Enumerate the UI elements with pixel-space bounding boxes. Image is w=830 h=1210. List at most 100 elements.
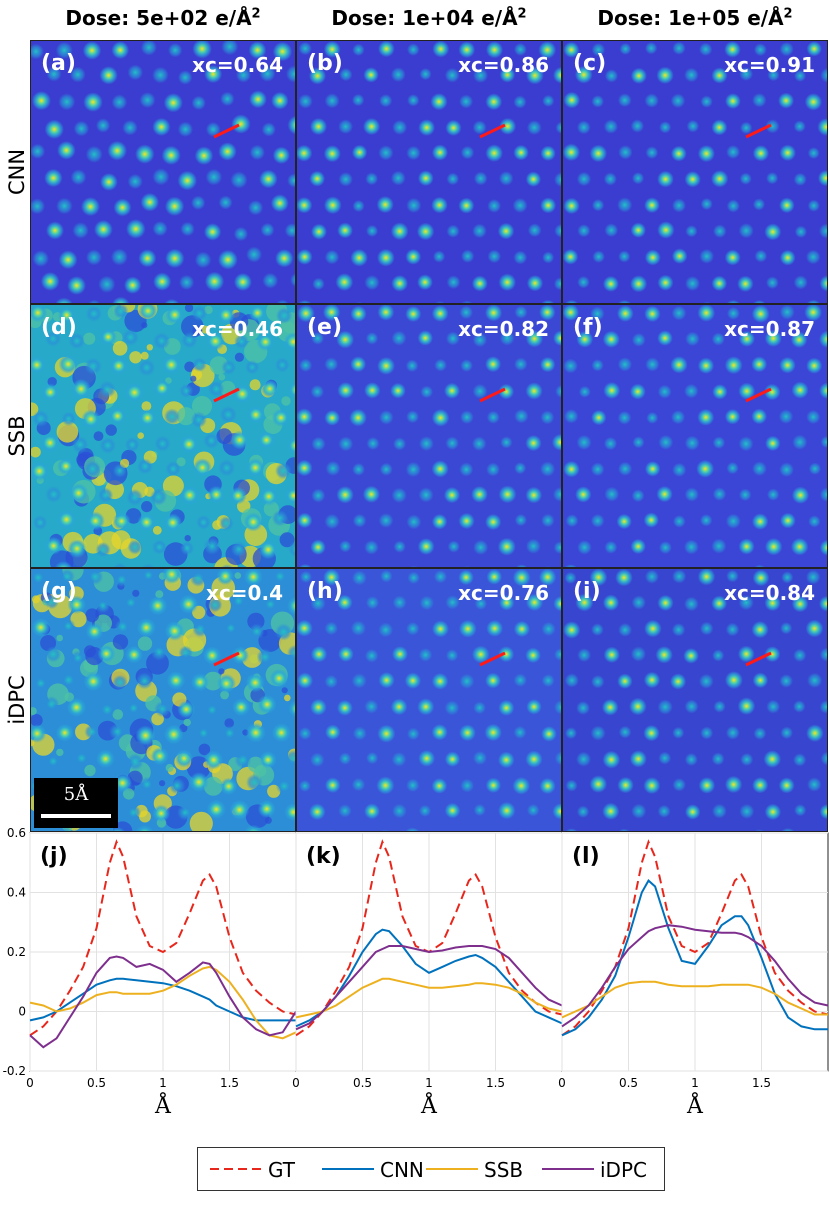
xc-score: xc=0.64 xyxy=(192,53,283,77)
atomic-map xyxy=(563,41,827,303)
xc-score: xc=0.82 xyxy=(458,317,549,341)
x-tick-label: 0.5 xyxy=(87,1076,106,1090)
dose-exponent: 2 xyxy=(783,6,793,22)
x-tick-label: 1.5 xyxy=(752,1076,771,1090)
x-tick-label: 0 xyxy=(26,1076,34,1090)
image-panel-a: (a) xc=0.64 xyxy=(30,40,296,304)
x-tick-label: 1.5 xyxy=(220,1076,239,1090)
atomic-map xyxy=(563,569,827,831)
column-title-2: Dose: 1e+04 e/Å2 xyxy=(296,6,562,30)
xc-score: xc=0.86 xyxy=(458,53,549,77)
x-tick-label: 0.5 xyxy=(619,1076,638,1090)
series-line-cnn xyxy=(29,977,296,1022)
series-line-cnn xyxy=(561,879,828,1037)
xc-score: xc=0.4 xyxy=(206,581,283,605)
image-panel-d: (d) xc=0.46 xyxy=(30,304,296,568)
image-panel-h: (h) xc=0.76 xyxy=(296,568,562,832)
panel-label: (a) xyxy=(41,51,76,76)
image-panel-c: (c) xc=0.91 xyxy=(562,40,828,304)
profile-line-marker xyxy=(213,651,240,667)
series-line-idpc xyxy=(295,945,563,1031)
profile-line-marker xyxy=(479,651,506,667)
series-line-gt xyxy=(29,839,297,1037)
panel-label: (k) xyxy=(306,844,341,869)
x-tick-label: 0 xyxy=(558,1076,566,1090)
y-tick-label: 0.4 xyxy=(7,886,26,900)
x-axis-label: Å xyxy=(420,1091,438,1119)
x-tick-label: 1 xyxy=(159,1076,167,1090)
y-tick-label: -0.2 xyxy=(3,1064,26,1078)
legend: GT CNN SSB iDPC xyxy=(197,1147,665,1191)
profile-line-marker xyxy=(213,387,240,403)
profile-line-marker xyxy=(745,651,772,667)
legend-label-ssb: SSB xyxy=(484,1158,524,1182)
panel-label: (g) xyxy=(41,579,77,604)
scale-bar-line xyxy=(41,814,111,818)
image-panel-i: (i) xc=0.84 xyxy=(562,568,828,832)
xc-score: xc=0.76 xyxy=(458,581,549,605)
xc-score: xc=0.91 xyxy=(724,53,815,77)
series-line-idpc xyxy=(29,955,297,1049)
legend-line-ssb xyxy=(426,1168,478,1170)
legend-label-cnn: CNN xyxy=(380,1158,424,1182)
dose-label: Dose: 5e+02 e/Å xyxy=(65,6,252,30)
profile-line-marker xyxy=(745,123,772,139)
legend-label-idpc: iDPC xyxy=(600,1158,647,1182)
image-panel-e: (e) xc=0.82 xyxy=(296,304,562,568)
xc-score: xc=0.46 xyxy=(192,317,283,341)
x-tick-label: 0.5 xyxy=(353,1076,372,1090)
panel-label: (e) xyxy=(307,315,343,340)
atomic-map xyxy=(297,569,561,831)
image-panel-b: (b) xc=0.86 xyxy=(296,40,562,304)
dose-exponent: 2 xyxy=(517,6,527,22)
column-title-1: Dose: 5e+02 e/Å2 xyxy=(30,6,296,30)
xc-score: xc=0.87 xyxy=(724,317,815,341)
profile-line-marker xyxy=(479,123,506,139)
panel-label: (f) xyxy=(573,315,603,340)
profile-line-marker xyxy=(479,387,506,403)
x-axis-label: Å xyxy=(686,1091,704,1119)
atomic-map xyxy=(31,41,295,303)
xc-score: xc=0.84 xyxy=(724,581,815,605)
scale-bar-label: 5Å xyxy=(63,784,89,805)
atomic-map xyxy=(563,305,827,567)
legend-label-gt: GT xyxy=(268,1158,296,1182)
line-profile-plots: 0 0.5 1 1.5-0.200.20.40.6Å(j)0 0.5 1 1.5Å(k)0 0… xyxy=(3,828,829,1119)
legend-line-gt xyxy=(210,1168,262,1170)
x-tick-label: 1 xyxy=(425,1076,433,1090)
series-line-cnn xyxy=(295,928,563,1028)
row-label-ssb: SSB xyxy=(5,415,29,457)
panel-label: (h) xyxy=(307,579,343,604)
panel-label: (i) xyxy=(573,579,601,604)
row-label-cnn: CNN xyxy=(5,148,29,196)
panel-label: (d) xyxy=(41,315,77,340)
x-tick-label: 0 xyxy=(292,1076,300,1090)
dose-label: Dose: 1e+04 e/Å xyxy=(331,6,518,30)
legend-line-cnn xyxy=(322,1168,374,1170)
series-line-ssb xyxy=(295,977,563,1019)
x-tick-label: 1 xyxy=(691,1076,699,1090)
scale-bar: 5Å xyxy=(34,778,118,828)
image-panel-g: (g) xc=0.4 5Å xyxy=(30,568,296,832)
profile-line-marker xyxy=(745,387,772,403)
panel-label: (j) xyxy=(40,844,68,869)
series-line-idpc xyxy=(561,924,829,1028)
y-tick-label: 0.6 xyxy=(7,828,26,840)
profile-line-marker xyxy=(213,123,240,139)
row-label-idpc: iDPC xyxy=(5,675,29,725)
atomic-map xyxy=(297,305,561,567)
y-tick-label: 0 xyxy=(18,1005,26,1019)
x-tick-label: 1.5 xyxy=(486,1076,505,1090)
panel-label: (c) xyxy=(573,51,607,76)
dose-exponent: 2 xyxy=(251,6,261,22)
image-panel-f: (f) xc=0.87 xyxy=(562,304,828,568)
series-line-ssb xyxy=(561,980,828,1019)
dose-label: Dose: 1e+05 e/Å xyxy=(597,6,784,30)
atomic-map xyxy=(31,305,295,567)
legend-line-idpc xyxy=(542,1168,594,1170)
y-tick-label: 0.2 xyxy=(7,945,26,959)
panel-label: (l) xyxy=(572,844,600,869)
panel-label: (b) xyxy=(307,51,343,76)
x-axis-label: Å xyxy=(154,1091,172,1119)
column-title-3: Dose: 1e+05 e/Å2 xyxy=(562,6,828,30)
